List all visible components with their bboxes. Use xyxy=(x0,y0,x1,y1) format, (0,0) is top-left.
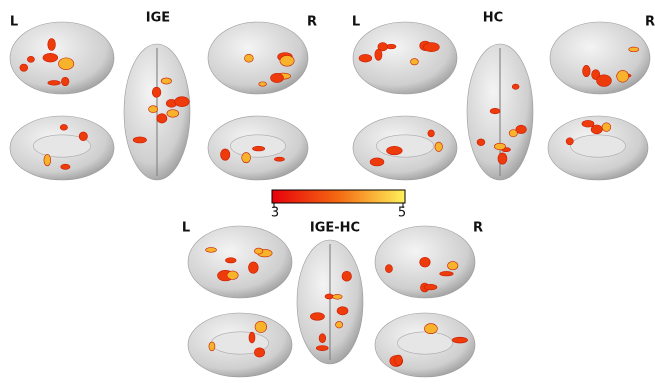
activation-blob xyxy=(597,75,612,87)
activation-blob xyxy=(490,108,500,113)
activation-blob xyxy=(375,49,382,60)
activation-blob xyxy=(48,39,56,51)
activation-blob xyxy=(206,248,217,253)
activation-blob xyxy=(494,143,505,150)
activation-blob xyxy=(61,164,70,169)
activation-blob xyxy=(591,125,602,134)
activation-blob xyxy=(79,132,87,141)
activation-blob xyxy=(252,146,264,151)
hemisphere-right: R xyxy=(645,15,655,30)
activation-blob xyxy=(448,261,458,269)
activation-blob xyxy=(249,332,255,343)
activation-blob xyxy=(225,258,236,263)
activation-blob xyxy=(395,355,403,365)
activation-blob xyxy=(167,110,179,118)
activation-blob xyxy=(602,123,611,132)
activation-blob xyxy=(244,54,253,62)
activation-blob xyxy=(248,262,258,273)
activation-blob xyxy=(310,313,324,321)
activation-blob xyxy=(58,58,73,70)
activation-blob xyxy=(512,84,519,89)
activation-blob xyxy=(387,146,403,154)
hemisphere-left: L xyxy=(352,15,360,30)
activation-blob xyxy=(333,294,343,299)
figure: 3 5 IGE L R HC L R IGE-HC L R xyxy=(0,0,655,387)
activation-blob xyxy=(424,284,437,290)
activation-blob xyxy=(209,342,215,351)
activation-blob xyxy=(61,77,69,85)
activation-blob xyxy=(617,70,629,82)
activation-blob xyxy=(255,321,267,332)
hemisphere-right: R xyxy=(473,221,483,236)
activation-blob xyxy=(342,271,352,281)
activation-blob xyxy=(149,106,158,113)
activation-blob xyxy=(583,65,591,76)
activation-blob xyxy=(428,130,435,137)
lateral-view xyxy=(188,226,292,298)
activation-blob xyxy=(509,130,517,137)
corpus-callosum xyxy=(571,135,626,157)
activation-blob xyxy=(336,321,343,328)
corpus-callosum xyxy=(231,135,286,157)
activation-blob xyxy=(60,124,67,130)
colorbar-min: 3 xyxy=(271,206,279,221)
activation-blob xyxy=(221,149,230,160)
activation-blob xyxy=(133,137,146,143)
activation-blob xyxy=(161,78,171,84)
activation-blob xyxy=(254,248,262,254)
activation-blob xyxy=(498,153,507,164)
panel-title: IGE xyxy=(146,11,170,26)
activation-blob xyxy=(359,54,372,62)
activation-blob xyxy=(440,271,454,276)
activation-blob xyxy=(411,59,419,65)
activation-blob xyxy=(452,337,467,343)
activation-blob xyxy=(435,142,443,151)
activation-blob xyxy=(582,120,594,127)
corpus-callosum xyxy=(376,135,433,157)
activation-blob xyxy=(566,138,573,145)
hemisphere-left: L xyxy=(10,15,18,30)
activation-blob xyxy=(27,56,34,62)
activation-blob xyxy=(423,43,439,52)
activation-blob xyxy=(337,307,348,315)
activation-blob xyxy=(274,157,284,161)
activation-blob xyxy=(227,271,238,280)
activation-blob xyxy=(175,97,190,107)
activation-blob xyxy=(242,153,251,163)
activation-blob xyxy=(48,81,61,86)
activation-blob xyxy=(477,139,485,146)
activation-blob xyxy=(325,294,333,299)
activation-blob xyxy=(254,348,264,357)
panel-title: IGE-HC xyxy=(310,221,360,236)
hemisphere-right: R xyxy=(307,15,317,30)
activation-blob xyxy=(629,47,639,52)
activation-blob xyxy=(20,64,28,71)
activation-blob xyxy=(385,265,392,273)
colorbar xyxy=(272,190,405,203)
activation-blob xyxy=(44,154,51,165)
activation-blob xyxy=(280,55,294,66)
activation-blob xyxy=(43,53,58,62)
activation-blob xyxy=(271,73,284,82)
activation-blob xyxy=(316,345,328,350)
activation-blob xyxy=(319,334,326,343)
activation-blob xyxy=(152,87,161,97)
hemisphere-left: L xyxy=(182,221,190,236)
activation-blob xyxy=(424,324,437,334)
corpus-callosum xyxy=(398,332,453,354)
activation-blob xyxy=(259,82,267,86)
colorbar-max: 5 xyxy=(398,206,406,221)
panel-title: HC xyxy=(483,11,503,26)
activation-blob xyxy=(420,257,431,267)
activation-blob xyxy=(157,114,167,123)
activation-blob xyxy=(370,158,384,166)
